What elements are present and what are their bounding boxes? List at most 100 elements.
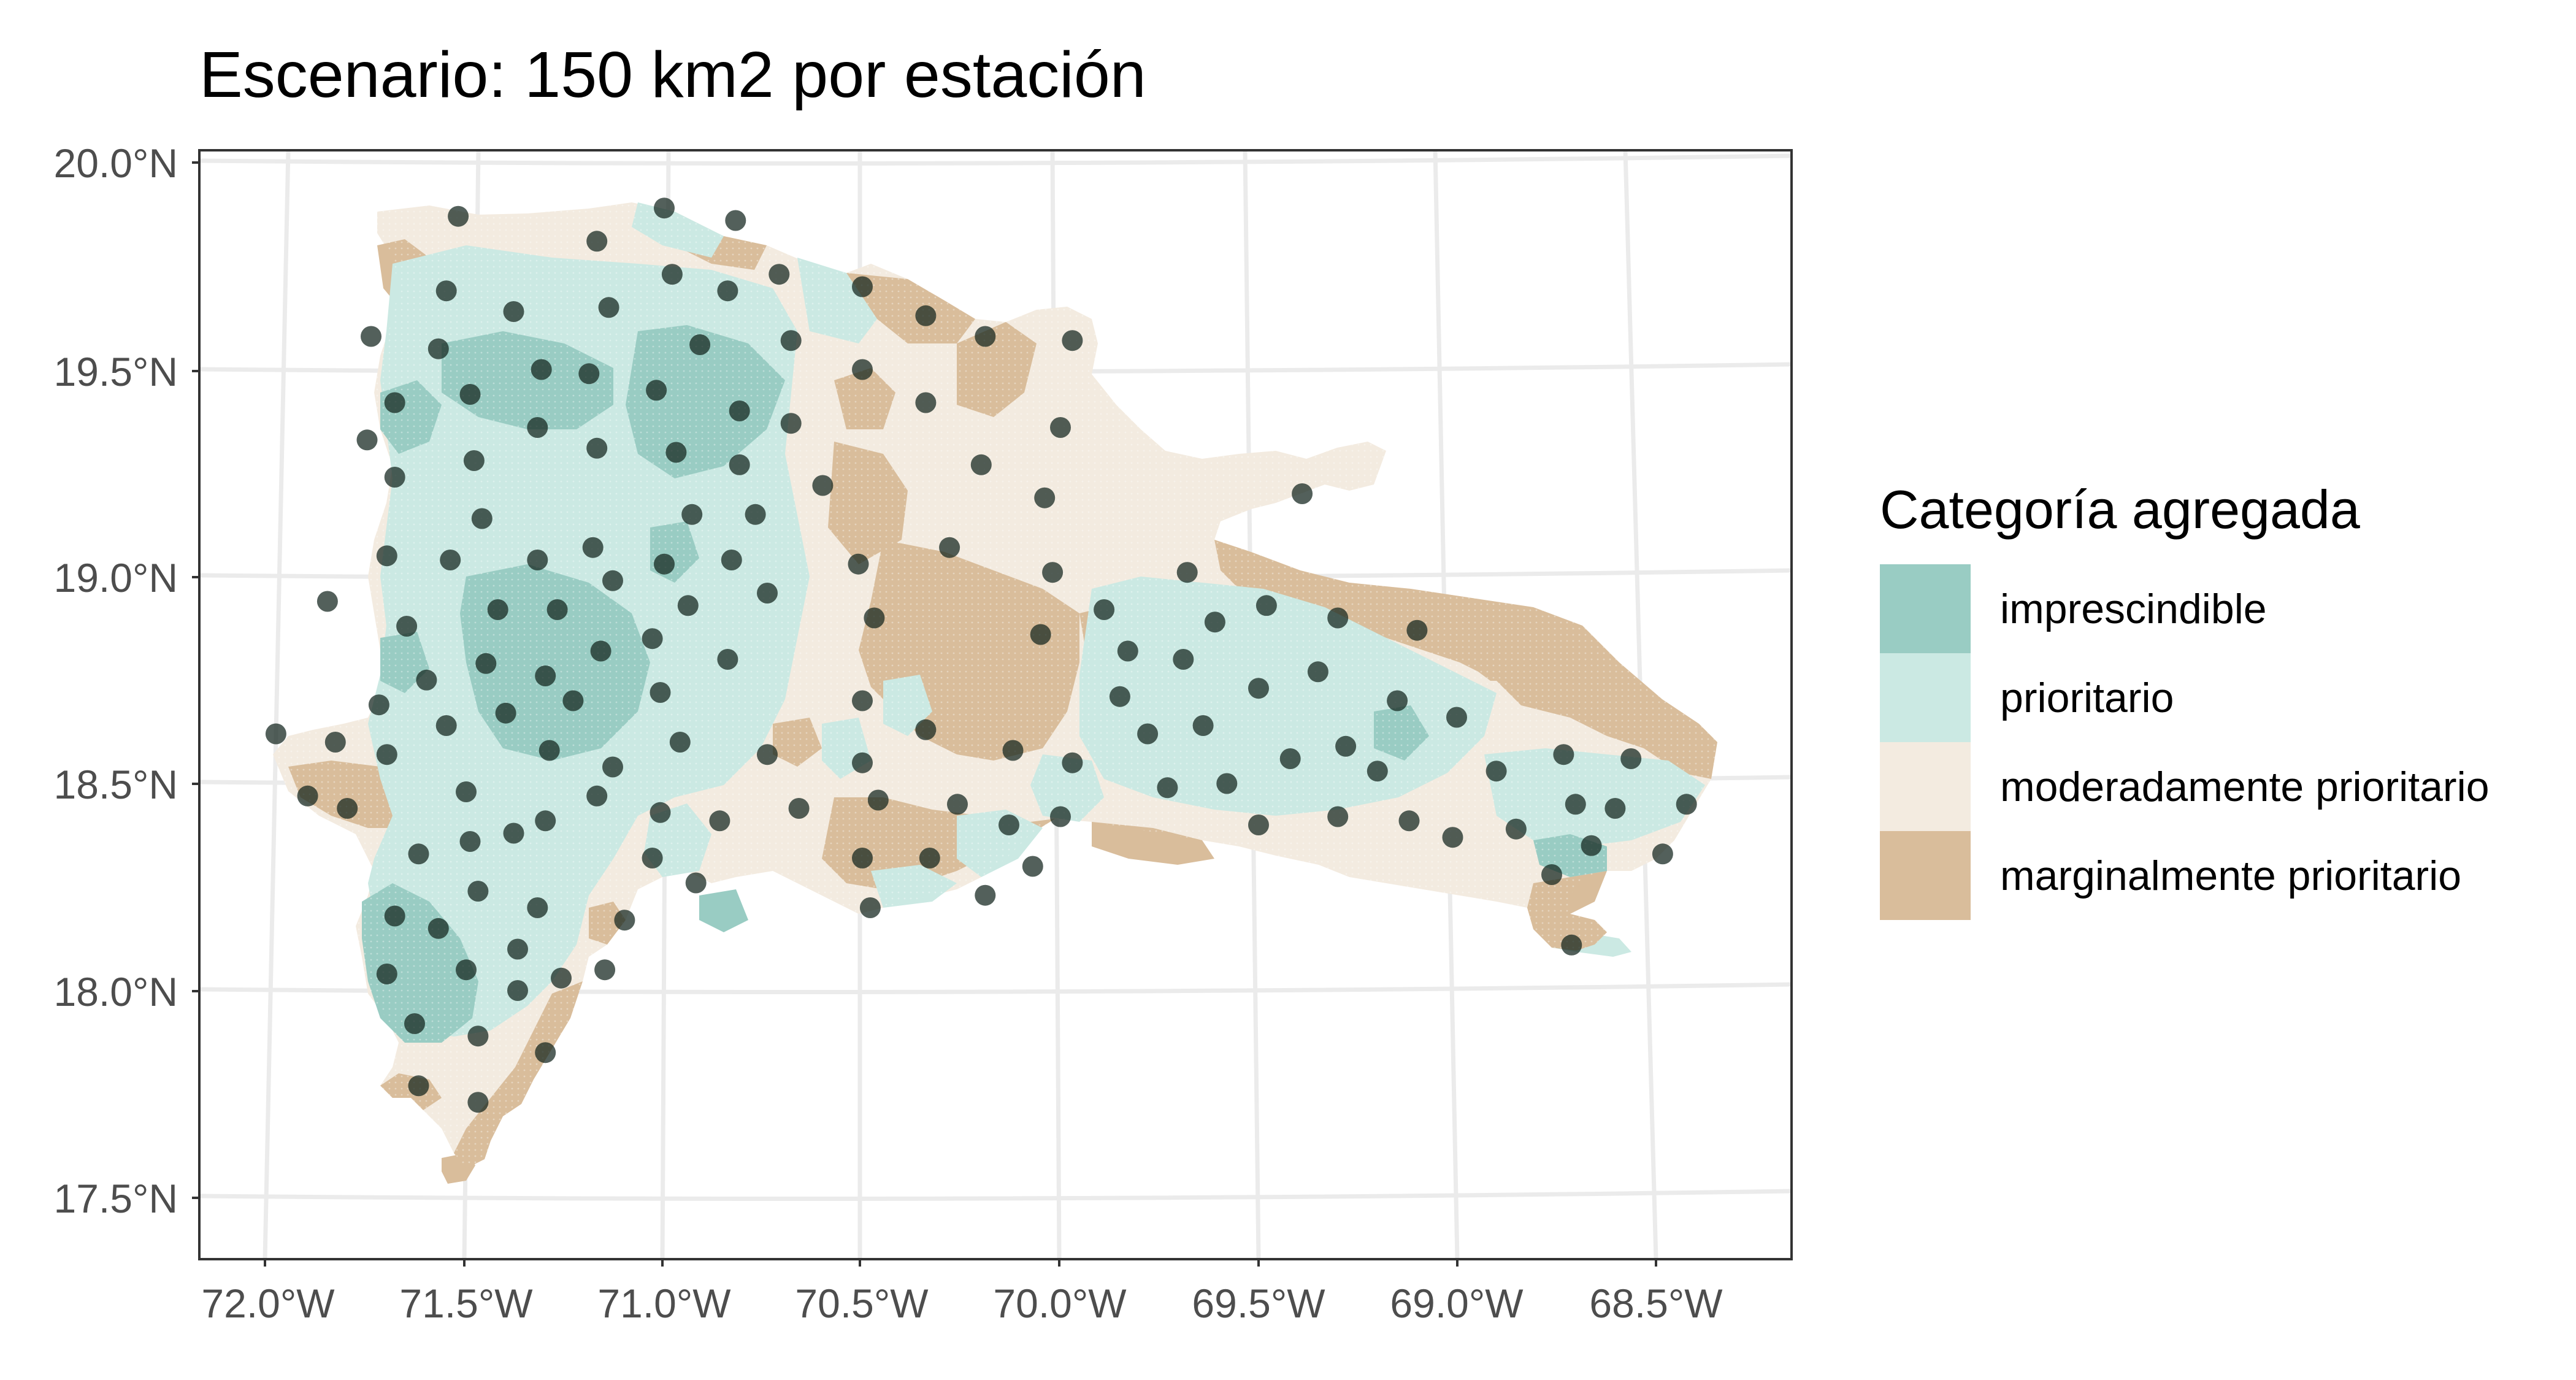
- legend-label: marginalmente prioritario: [2000, 852, 2462, 899]
- station-point: [1505, 818, 1527, 840]
- station-point: [531, 359, 552, 380]
- station-point: [1561, 934, 1582, 956]
- station-point: [1094, 599, 1115, 620]
- station-point: [1042, 562, 1064, 583]
- station-point: [729, 401, 750, 421]
- station-point: [654, 197, 675, 219]
- station-point: [646, 380, 667, 401]
- station-point: [852, 276, 873, 297]
- station-point: [1406, 619, 1428, 641]
- station-point: [852, 690, 873, 711]
- station-point: [780, 413, 802, 434]
- station-point: [546, 599, 568, 620]
- station-point: [677, 595, 699, 616]
- station-point: [586, 231, 608, 252]
- y-tick-label: 20.0°N: [53, 140, 178, 186]
- station-point: [1327, 806, 1349, 827]
- legend-label: moderadamente prioritario: [2000, 763, 2490, 810]
- station-point: [859, 897, 881, 918]
- station-point: [448, 205, 469, 227]
- station-point: [586, 437, 608, 459]
- legend-swatch: [1880, 564, 1971, 653]
- station-point: [1176, 562, 1198, 583]
- station-point: [1398, 810, 1420, 832]
- station-point: [602, 756, 623, 778]
- station-point: [376, 545, 397, 567]
- legend-title: Categoría agregada: [1880, 479, 2360, 540]
- station-point: [947, 794, 968, 815]
- station-point: [1173, 649, 1194, 670]
- station-point: [467, 881, 489, 902]
- station-point: [1565, 794, 1586, 815]
- station-point: [435, 715, 457, 736]
- station-point: [503, 822, 524, 844]
- station-point: [939, 537, 960, 558]
- station-point: [1002, 740, 1024, 761]
- station-point: [1192, 715, 1214, 736]
- legend: Categoría agregada imprescindible priori…: [1880, 478, 2490, 920]
- station-point: [535, 1042, 556, 1064]
- station-point: [1581, 835, 1602, 856]
- station-point: [1248, 815, 1269, 835]
- station-point: [440, 550, 461, 570]
- station-point: [721, 550, 742, 570]
- station-point: [745, 504, 766, 525]
- station-point: [361, 326, 381, 347]
- station-point: [848, 553, 869, 575]
- station-point: [852, 752, 873, 773]
- station-point: [1255, 595, 1277, 616]
- station-point: [467, 1092, 489, 1113]
- station-point: [408, 843, 429, 865]
- station-point: [1062, 752, 1083, 773]
- station-point: [507, 938, 528, 960]
- x-tick-label: 70.5°W: [795, 1281, 929, 1326]
- station-point: [1652, 843, 1673, 865]
- y-tick-labels: 20.0°N 19.5°N 19.0°N 18.5°N 18.0°N 17.5°…: [53, 140, 178, 1221]
- station-point: [535, 665, 556, 686]
- station-point: [642, 628, 663, 650]
- station-point: [1335, 735, 1357, 757]
- station-point: [404, 1013, 425, 1034]
- station-point: [459, 384, 481, 405]
- station-point: [427, 338, 449, 359]
- station-point: [915, 305, 937, 326]
- station-point: [384, 467, 405, 488]
- station-point: [527, 897, 548, 918]
- station-point: [456, 959, 477, 981]
- station-point: [1022, 856, 1043, 877]
- station-point: [316, 591, 338, 612]
- legend-item: moderadamente prioritario: [1880, 742, 2490, 831]
- station-point: [507, 980, 528, 1001]
- station-point: [689, 334, 711, 355]
- x-tick-label: 71.5°W: [399, 1281, 533, 1326]
- station-point: [975, 326, 996, 347]
- station-point: [487, 599, 508, 620]
- station-point: [427, 918, 449, 939]
- station-point: [717, 280, 738, 302]
- x-tick-labels: 72.0°W 71.5°W 71.0°W 70.5°W 70.0°W 69.5°…: [201, 1281, 1723, 1326]
- station-point: [970, 454, 992, 475]
- station-point: [1062, 330, 1083, 351]
- station-point: [1442, 827, 1463, 848]
- legend-swatch: [1880, 831, 1971, 920]
- station-point: [337, 798, 358, 819]
- station-point: [661, 264, 683, 285]
- legend-label: prioritario: [2000, 674, 2174, 721]
- station-point: [297, 785, 318, 807]
- x-tick-label: 69.0°W: [1390, 1281, 1524, 1326]
- station-point: [475, 653, 497, 674]
- station-point: [456, 781, 477, 802]
- station-point: [467, 1025, 489, 1047]
- station-point: [614, 910, 635, 931]
- station-point: [1446, 707, 1467, 728]
- y-tick-label: 19.0°N: [53, 555, 178, 600]
- station-point: [590, 640, 611, 662]
- station-point: [356, 429, 378, 451]
- station-point: [642, 848, 663, 868]
- station-point: [864, 607, 885, 629]
- station-point: [598, 297, 619, 318]
- legend-item: prioritario: [1880, 653, 2490, 742]
- station-point: [1387, 690, 1408, 711]
- station-point: [915, 719, 937, 740]
